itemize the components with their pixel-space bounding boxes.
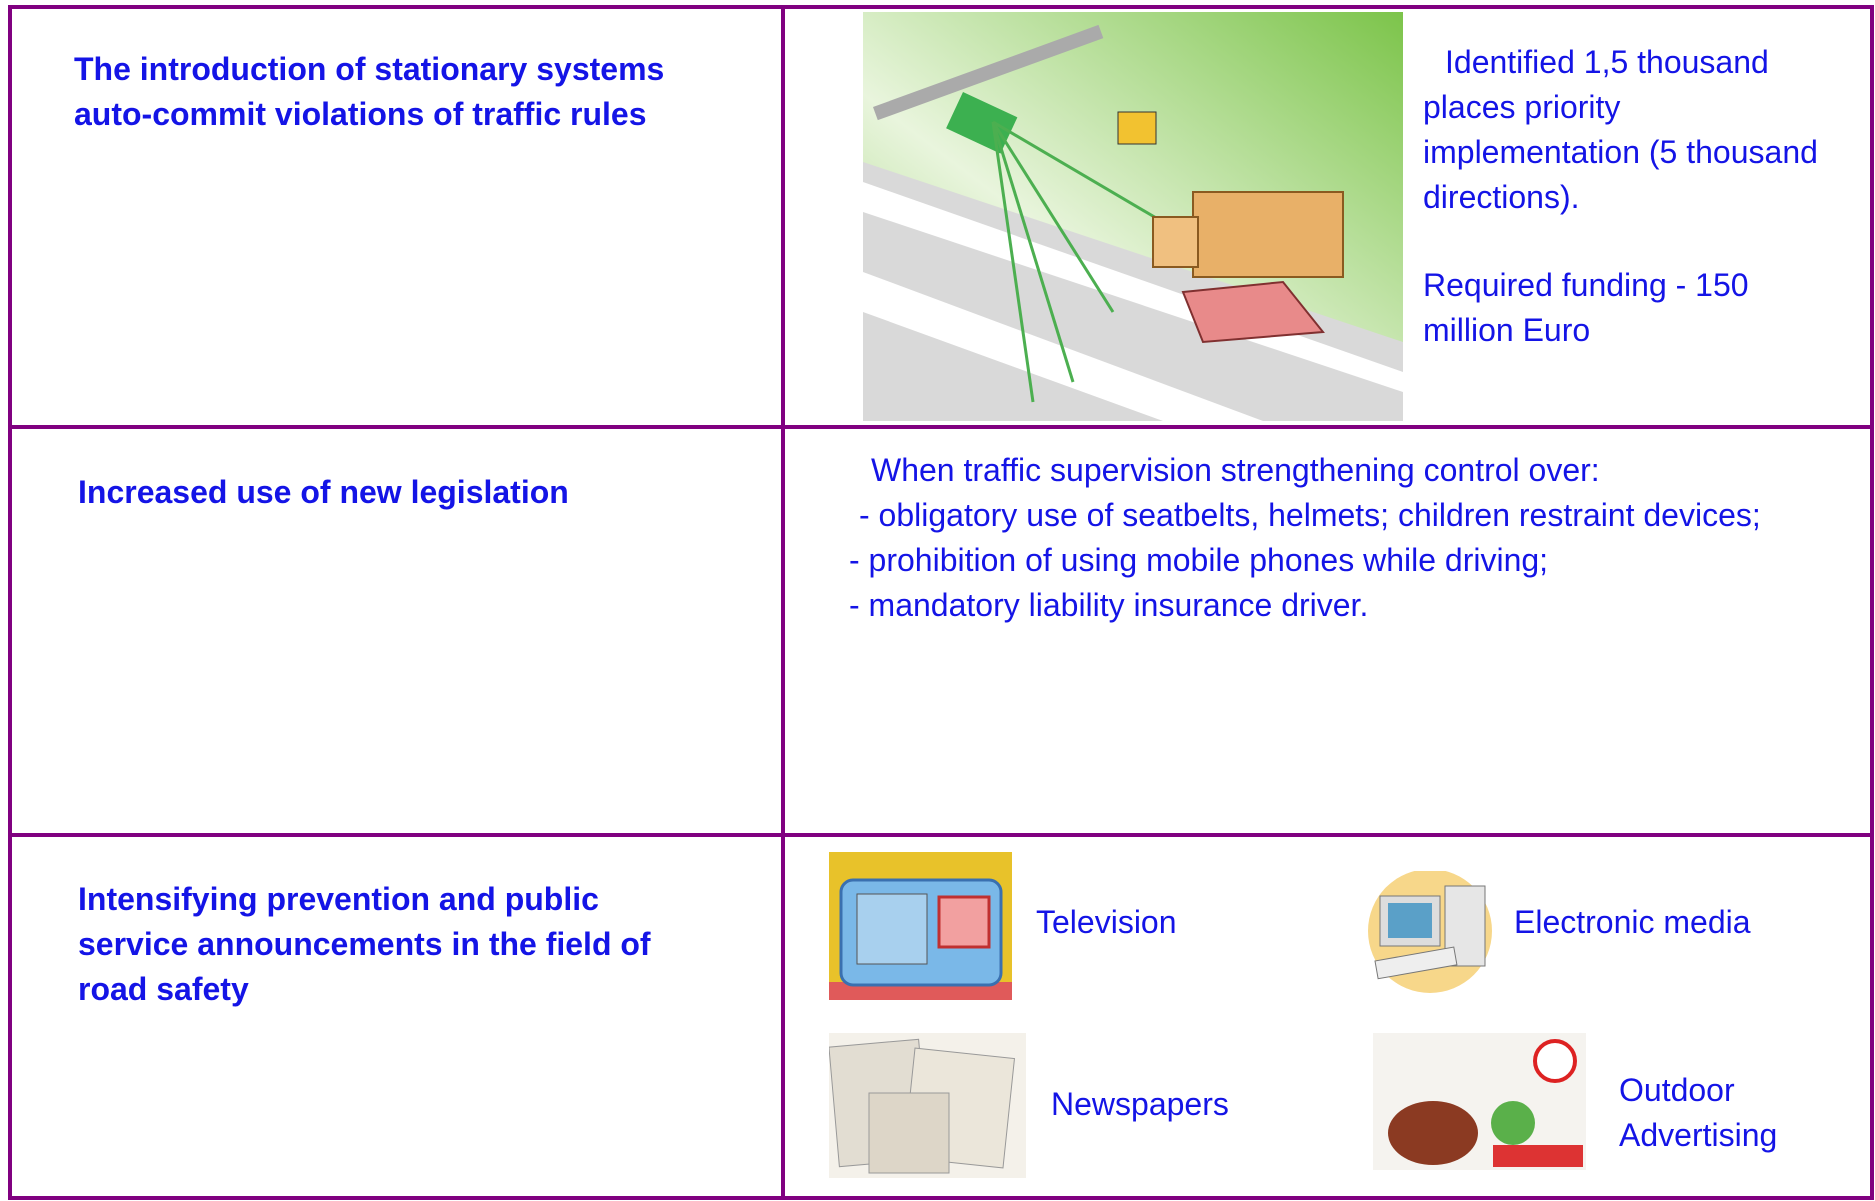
row-heading: Intensifying prevention and public servi… [78,881,651,1007]
media-label: Outdoor Advertising [1619,1072,1778,1153]
row-heading: The introduction of stationary systems a… [74,51,665,132]
paragraph: When traffic supervision strengthening c… [871,452,1600,488]
newspapers-image [829,1033,1026,1178]
media-label: Newspapers [1051,1086,1229,1122]
camera-illustration [863,12,1403,421]
row-text: Identified 1,5 thousand places priority … [1423,40,1843,353]
border [8,5,12,1200]
tv-image [829,852,1012,1000]
media-label: Television [1036,904,1177,940]
border [8,425,1874,429]
paragraph: Required funding - 150 million Euro [1423,267,1749,348]
border [1870,5,1874,1200]
border [8,1196,1874,1200]
paragraph: - obligatory use of seatbelts, helmets; … [859,497,1761,533]
border [8,5,1874,9]
media-label: Electronic media [1514,904,1751,940]
border [781,5,785,1200]
border [8,833,1874,837]
paragraph: - prohibition of using mobile phones whi… [849,542,1549,578]
paragraph: - mandatory liability insurance driver. [849,587,1369,623]
row-heading: Increased use of new legislation [78,474,569,510]
poster-image [1373,1033,1586,1170]
row-text: When traffic supervision strengthening c… [849,448,1849,628]
paragraph: Identified 1,5 thousand places priority … [1423,44,1818,215]
computer-image [1368,871,1492,993]
